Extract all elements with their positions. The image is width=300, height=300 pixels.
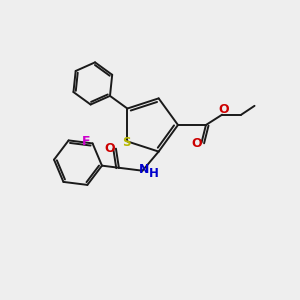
Text: S: S — [122, 136, 130, 149]
Text: N: N — [139, 163, 149, 176]
Text: F: F — [82, 135, 90, 148]
Text: H: H — [149, 167, 159, 180]
Text: O: O — [104, 142, 115, 154]
Text: O: O — [191, 137, 202, 150]
Text: O: O — [218, 103, 229, 116]
